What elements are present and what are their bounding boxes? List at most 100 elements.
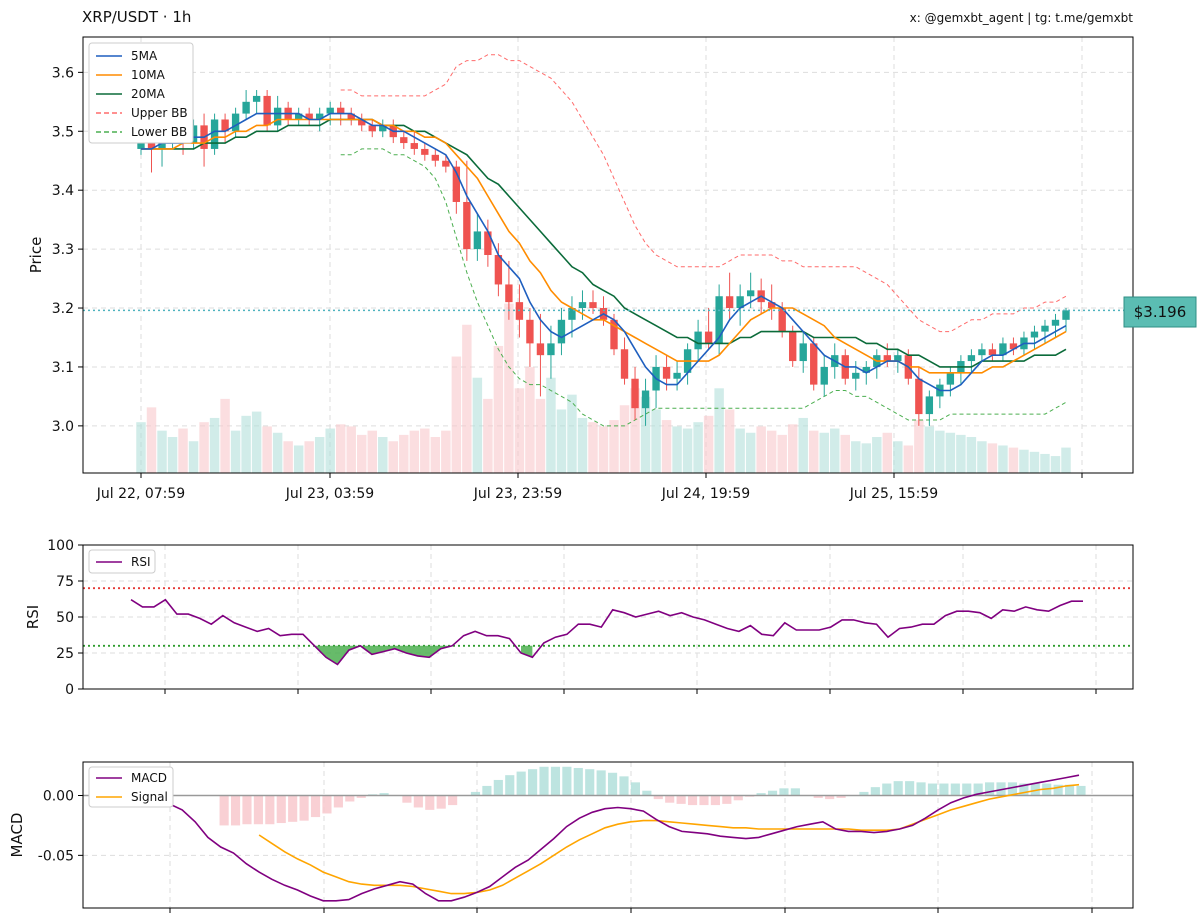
macd-legend-label: MACD [131,771,167,785]
candle-body [305,113,313,120]
price-badge-text: $3.196 [1134,303,1187,321]
volume-bar [714,388,724,473]
volume-bar [325,428,335,473]
candle-body [789,331,797,362]
volume-bar [409,430,420,473]
rsi-oversold-fill [314,645,453,665]
candle-body [252,95,261,102]
macd-histogram-bar [550,766,561,796]
volume-bar [399,434,409,473]
macd-histogram-bar [345,795,355,802]
volume-bar [314,437,325,473]
macd-histogram-bar [722,795,732,804]
volume-bar [830,428,840,473]
candle-body [862,366,870,373]
candle-body [147,143,156,149]
price-legend-label: 20MA [131,87,166,101]
candle-body [883,355,891,362]
price-xtick-label: Jul 24, 19:59 [661,486,750,502]
macd-histogram-bar [1007,782,1018,796]
macd-histogram-bar [585,769,595,796]
volume-bar [136,422,146,473]
volume-bar [966,437,977,473]
candle-body [484,231,492,255]
rsi-ytick-label: 0 [65,682,74,698]
candle-body [589,302,597,309]
volume-bar [945,432,956,473]
macd-histogram-bar [539,766,549,796]
macd-histogram-bar [767,790,778,796]
price-ytick-label: 3.1 [52,360,74,376]
macd-histogram-bar [630,782,640,796]
macd-histogram-bar [859,791,869,796]
candle-body [431,154,439,161]
candle-body [946,372,955,385]
macd-histogram-bar [288,795,298,822]
ma5-line [141,112,1067,392]
volume-bar [851,441,861,473]
volume-bar [230,430,241,473]
candle-body [158,143,166,149]
volume-bar [808,430,819,473]
candle-body [557,319,566,344]
volume-bar [882,432,893,473]
volume-bar [388,441,399,473]
macd-histogram-bar [608,772,618,796]
candle-body [189,125,198,144]
price-ytick-label: 3.6 [52,65,74,81]
volume-bar [598,426,609,473]
macd-histogram-bar [619,776,629,796]
macd-histogram-bar [573,767,583,796]
macd-histogram-bar [528,769,538,796]
volume-bar [167,437,178,473]
volume-bar [903,445,914,473]
macd-histogram-bar [779,788,789,796]
volume-bar [893,441,903,473]
candle-body [810,343,818,385]
volume-bar [146,407,157,473]
rsi-panel: 0 25 50 75 100 RSI RSI [24,538,1134,698]
macd-histogram-bar [493,779,503,796]
volume-bar [209,417,220,473]
candle-body [736,296,744,309]
volume-bar [798,417,808,473]
credit-text: x: @gemxbt_agent | tg: t.me/gemxbt [910,11,1134,25]
macd-ytick-label: 0.00 [43,789,74,805]
volume-bar [914,420,924,473]
candle-body [452,166,461,202]
volume-bar [1019,449,1029,473]
macd-histogram-bar [562,766,572,796]
price-frame [82,36,1134,474]
candle-body [694,331,702,350]
volume-bar [588,422,598,473]
volume-bar [766,430,777,473]
candle-body [915,378,923,415]
macd-histogram-bar [893,781,903,796]
volume-bar [272,432,283,473]
candle-body [568,308,576,320]
macd-histogram-bar [836,795,846,798]
macd-histogram-bar [596,770,606,796]
candle-body [978,349,986,356]
macd-histogram-bar [653,795,663,800]
volume-bar [1040,453,1050,473]
price-legend-label: 10MA [131,68,166,82]
candle-body [820,366,828,385]
bb-upper-line [340,54,1067,333]
price-xtick-label: Jul 25, 15:59 [849,486,938,502]
bb-lower-line [340,148,1067,427]
volume-bar [525,367,535,473]
volume-bar [504,303,514,473]
candle-body [526,319,534,344]
candle-body [746,290,755,297]
candle-body [1041,325,1049,332]
candle-body [263,95,271,126]
volume-bar [293,445,304,473]
macd-histogram-bar [687,795,698,806]
volume-bar [924,426,935,473]
volume-bar [462,324,472,473]
volume-bar [693,422,703,473]
price-legend-label: 5MA [131,49,158,63]
candle-body [231,113,240,132]
